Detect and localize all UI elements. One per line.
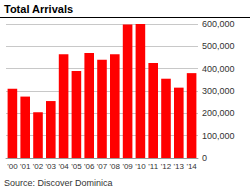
svg-text:'02: '02 [33, 162, 44, 171]
svg-text:'09: '09 [122, 162, 133, 171]
svg-text:600,000: 600,000 [202, 19, 235, 29]
svg-text:'04: '04 [58, 162, 69, 171]
svg-text:100,000: 100,000 [202, 131, 235, 141]
svg-text:'13: '13 [174, 162, 185, 171]
svg-text:'05: '05 [71, 162, 82, 171]
svg-text:'07: '07 [97, 162, 108, 171]
svg-text:Total Arrivals: Total Arrivals [4, 3, 73, 15]
svg-text:'03: '03 [46, 162, 57, 171]
svg-text:'06: '06 [84, 162, 95, 171]
svg-text:'12: '12 [161, 162, 172, 171]
svg-text:'10: '10 [135, 162, 146, 171]
svg-text:'08: '08 [110, 162, 121, 171]
svg-text:Source: Discover Dominica: Source: Discover Dominica [4, 178, 113, 188]
svg-text:200,000: 200,000 [202, 108, 235, 118]
svg-text:400,000: 400,000 [202, 64, 235, 74]
svg-text:'14: '14 [186, 162, 197, 171]
svg-text:0: 0 [202, 153, 207, 163]
svg-text:300,000: 300,000 [202, 86, 235, 96]
svg-text:'00: '00 [7, 162, 18, 171]
svg-text:'01: '01 [20, 162, 31, 171]
svg-text:500,000: 500,000 [202, 41, 235, 51]
svg-text:'11: '11 [148, 162, 158, 171]
